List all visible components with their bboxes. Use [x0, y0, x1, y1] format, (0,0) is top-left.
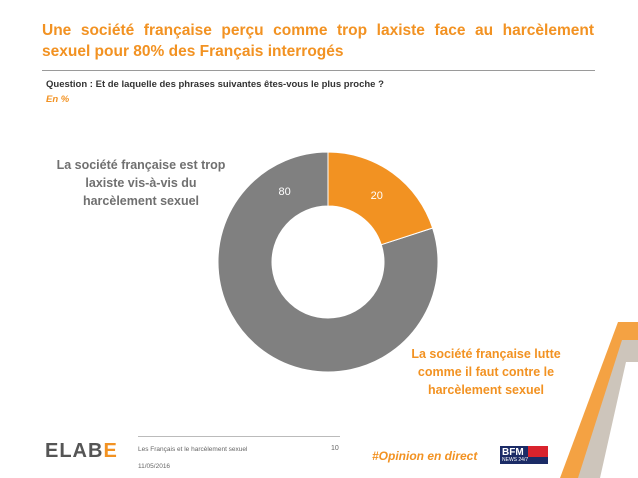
elabe-logo: ELABE: [45, 440, 118, 462]
page-title: Une société française perçu comme trop l…: [42, 22, 594, 60]
decorative-a-logo: [560, 322, 638, 478]
unit-label: En %: [46, 94, 70, 105]
value-label-trop-laxiste: 80: [278, 186, 290, 198]
footer-date: 11/05/2016: [138, 463, 171, 470]
category-label-lutte: La société française lutte comme il faut…: [411, 347, 561, 397]
footer-study-title: Les Français et le harcèlement sexuel: [138, 446, 248, 453]
value-label-lutte: 20: [371, 190, 383, 202]
category-label-trop-laxiste: La société française est trop laxiste vi…: [56, 158, 226, 208]
bfm-tv-logo: BFM NEWS 24/7: [500, 446, 548, 464]
question-text: Question : Et de laquelle des phrases su…: [46, 79, 384, 90]
page-number: 10: [331, 445, 339, 452]
slice-trop-laxiste: [217, 151, 439, 373]
footer-divider: [138, 436, 340, 437]
slice-lutte-comme-il-faut: [327, 151, 434, 246]
hashtag: #Opinion en direct: [372, 449, 478, 463]
title-divider: [42, 70, 595, 71]
bfm-tv-logo-accent: [528, 446, 548, 457]
